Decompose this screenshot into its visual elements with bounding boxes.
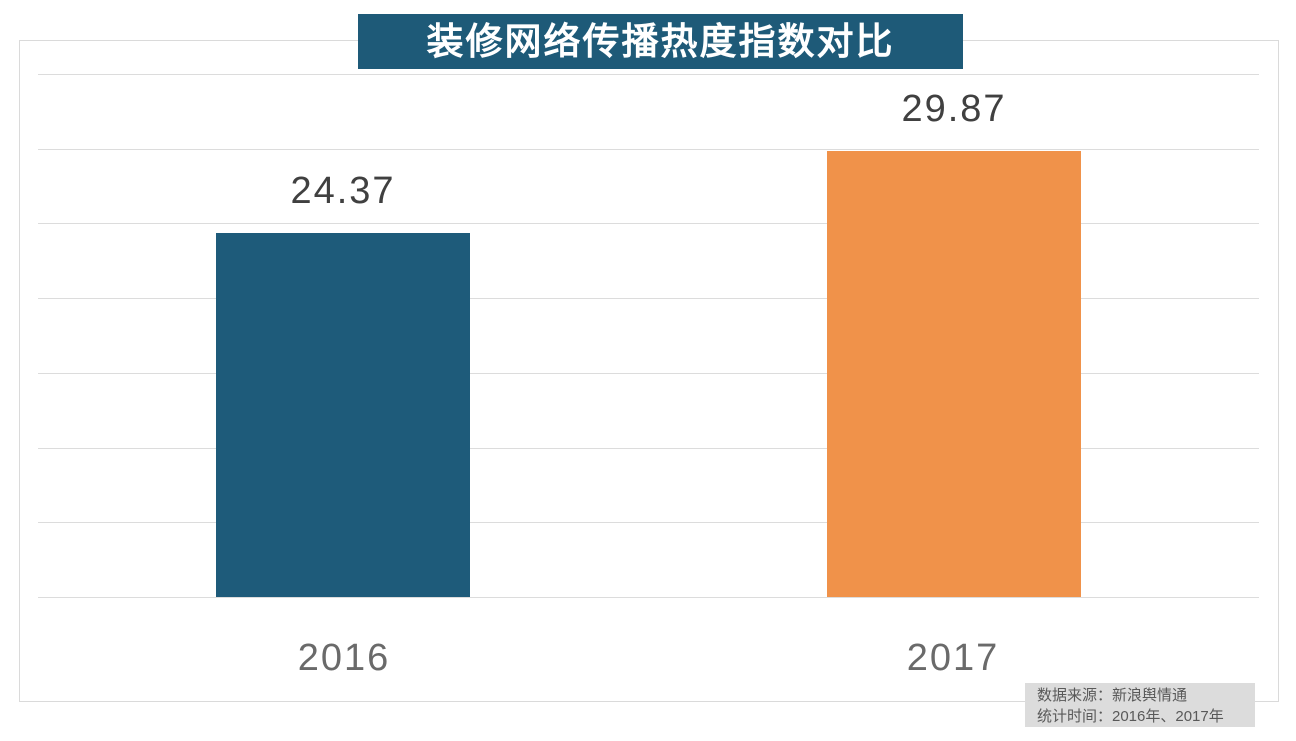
value-label-2017: 29.87 bbox=[901, 88, 1007, 130]
source-note-line1: 数据来源：新浪舆情通 bbox=[1037, 687, 1188, 704]
chart-title: 装修网络传播热度指数对比 bbox=[358, 14, 963, 69]
plot-area: 24.37 29.87 bbox=[38, 74, 1259, 598]
source-note-line2: 统计时间：2016年、2017年 bbox=[1037, 708, 1224, 725]
bar-2016 bbox=[216, 233, 470, 597]
gridline bbox=[38, 223, 1259, 224]
value-label-2016: 24.37 bbox=[290, 170, 396, 212]
gridline bbox=[38, 522, 1259, 523]
gridline bbox=[38, 149, 1259, 150]
gridline bbox=[38, 298, 1259, 299]
gridline bbox=[38, 448, 1259, 449]
bar-2017 bbox=[827, 151, 1081, 597]
x-axis-label-2016: 2016 bbox=[297, 637, 391, 679]
x-axis-label-2017: 2017 bbox=[906, 637, 1000, 679]
gridline bbox=[38, 373, 1259, 374]
source-note: 数据来源：新浪舆情通 统计时间：2016年、2017年 bbox=[1025, 683, 1255, 727]
gridline bbox=[38, 74, 1259, 75]
x-axis-baseline bbox=[38, 597, 1259, 598]
